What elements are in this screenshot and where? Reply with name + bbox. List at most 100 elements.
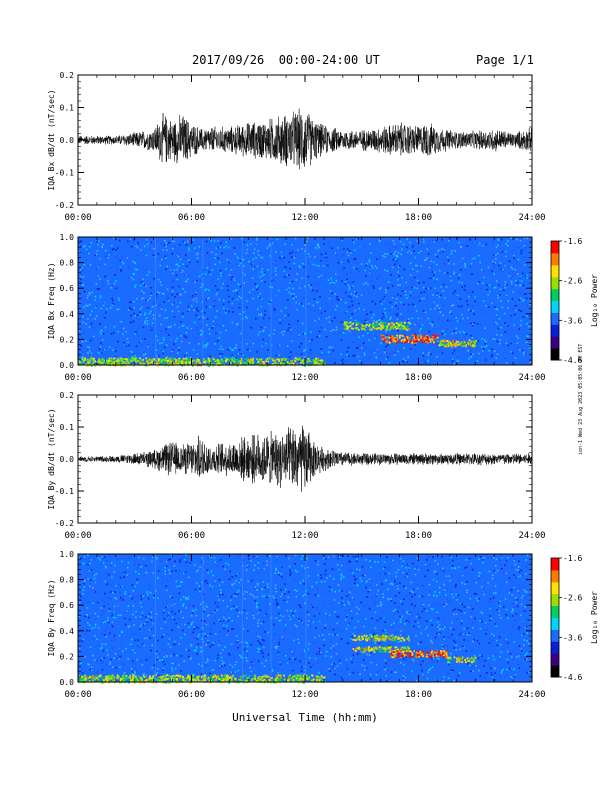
heatmap-cell bbox=[193, 309, 195, 312]
heatmap-cell bbox=[158, 258, 161, 260]
heatmap-cell bbox=[474, 617, 476, 620]
heatmap-cell bbox=[207, 678, 209, 680]
heatmap-cell bbox=[289, 331, 292, 334]
heatmap-cell bbox=[82, 638, 85, 641]
heatmap-cell bbox=[506, 557, 509, 559]
heatmap-cell bbox=[171, 237, 173, 239]
heatmap-cell bbox=[304, 649, 306, 651]
heatmap-cell bbox=[353, 327, 355, 330]
heatmap-cell bbox=[328, 321, 331, 323]
heatmap-cell bbox=[352, 672, 355, 674]
heatmap-cell bbox=[449, 580, 451, 582]
heatmap-cell bbox=[356, 264, 358, 267]
heatmap-cell bbox=[176, 360, 179, 363]
heatmap-cell bbox=[183, 333, 185, 336]
heatmap-cell bbox=[464, 268, 467, 271]
heatmap-cell bbox=[316, 653, 318, 655]
heatmap-cell bbox=[236, 358, 239, 361]
heatmap-cell bbox=[351, 247, 353, 250]
heatmap-cell bbox=[329, 300, 332, 303]
heatmap-cell bbox=[146, 676, 148, 679]
heatmap-cell bbox=[360, 294, 363, 296]
heatmap-cell bbox=[341, 275, 344, 277]
heatmap-cell bbox=[385, 315, 387, 317]
heatmap-cell bbox=[216, 351, 219, 353]
heatmap-cell bbox=[163, 292, 165, 295]
heatmap-cell bbox=[141, 290, 143, 292]
heatmap-cell bbox=[506, 325, 509, 327]
heatmap-cell bbox=[399, 334, 402, 337]
heatmap-cell bbox=[319, 254, 321, 257]
heatmap-cell bbox=[102, 358, 105, 361]
heatmap-cell bbox=[405, 287, 408, 289]
heatmap-cell bbox=[107, 344, 109, 347]
heatmap-cell bbox=[371, 597, 373, 599]
heatmap-cell bbox=[287, 314, 290, 317]
heatmap-cell bbox=[180, 294, 182, 296]
heatmap-cell bbox=[131, 673, 133, 675]
heatmap-cell bbox=[349, 271, 352, 273]
heatmap-cell bbox=[460, 269, 462, 271]
heatmap-cell bbox=[380, 321, 383, 324]
heatmap-cell bbox=[215, 363, 218, 366]
heatmap-cell bbox=[459, 342, 462, 345]
heatmap-cell bbox=[403, 330, 405, 333]
heatmap-cell bbox=[475, 343, 477, 345]
heatmap-cell bbox=[448, 240, 450, 242]
heatmap-cell bbox=[417, 296, 420, 298]
heatmap-cell bbox=[351, 617, 353, 620]
heatmap-cell bbox=[125, 359, 128, 362]
heatmap-cell bbox=[139, 323, 141, 326]
heatmap-cell bbox=[407, 321, 410, 324]
heatmap-cell bbox=[233, 279, 236, 281]
heatmap-cell bbox=[328, 346, 330, 349]
heatmap-cell bbox=[185, 280, 188, 283]
heatmap-cell bbox=[206, 257, 209, 260]
heatmap-cell bbox=[228, 578, 231, 581]
heatmap-cell bbox=[269, 310, 271, 313]
heatmap-cell bbox=[101, 657, 103, 660]
heatmap-cell bbox=[409, 274, 412, 276]
heatmap-cell bbox=[264, 666, 267, 669]
heatmap-cell bbox=[276, 555, 278, 558]
heatmap-cell bbox=[177, 352, 179, 354]
heatmap-cell bbox=[204, 294, 207, 296]
heatmap-cell bbox=[107, 257, 110, 259]
heatmap-cell bbox=[434, 287, 436, 289]
heatmap-cell bbox=[94, 299, 97, 301]
heatmap-cell bbox=[174, 301, 177, 304]
heatmap-cell bbox=[82, 354, 84, 357]
heatmap-cell bbox=[100, 304, 103, 307]
heatmap-cell bbox=[496, 569, 499, 572]
heatmap-cell bbox=[213, 305, 215, 308]
heatmap-cell bbox=[141, 660, 144, 663]
heatmap-cell bbox=[357, 258, 359, 261]
heatmap-cell bbox=[390, 325, 392, 327]
heatmap-cell bbox=[175, 580, 178, 583]
heatmap-cell bbox=[422, 281, 425, 284]
heatmap-cell bbox=[430, 353, 432, 355]
heatmap-cell bbox=[130, 359, 133, 362]
heatmap-cell bbox=[474, 310, 477, 312]
heatmap-cell bbox=[104, 634, 106, 636]
heatmap-cell bbox=[169, 357, 172, 360]
heatmap-cell bbox=[221, 239, 224, 242]
heatmap-cell bbox=[364, 319, 367, 322]
heatmap-cell bbox=[114, 306, 117, 309]
heatmap-cell bbox=[272, 333, 275, 335]
heatmap-cell bbox=[455, 342, 457, 345]
heatmap-cell bbox=[348, 330, 351, 333]
heatmap-cell bbox=[436, 312, 438, 314]
heatmap-cell bbox=[220, 319, 222, 322]
heatmap-cell bbox=[480, 288, 483, 290]
heatmap-cell bbox=[440, 340, 443, 343]
heatmap-cell bbox=[131, 308, 133, 311]
heatmap-cell bbox=[170, 260, 173, 262]
heatmap-cell bbox=[487, 293, 489, 296]
heatmap-cell bbox=[102, 348, 104, 351]
heatmap-cell bbox=[151, 360, 153, 363]
heatmap-cell bbox=[458, 274, 461, 276]
heatmap-cell bbox=[417, 339, 420, 341]
heatmap-cell bbox=[157, 278, 160, 281]
heatmap-cell bbox=[257, 250, 259, 252]
